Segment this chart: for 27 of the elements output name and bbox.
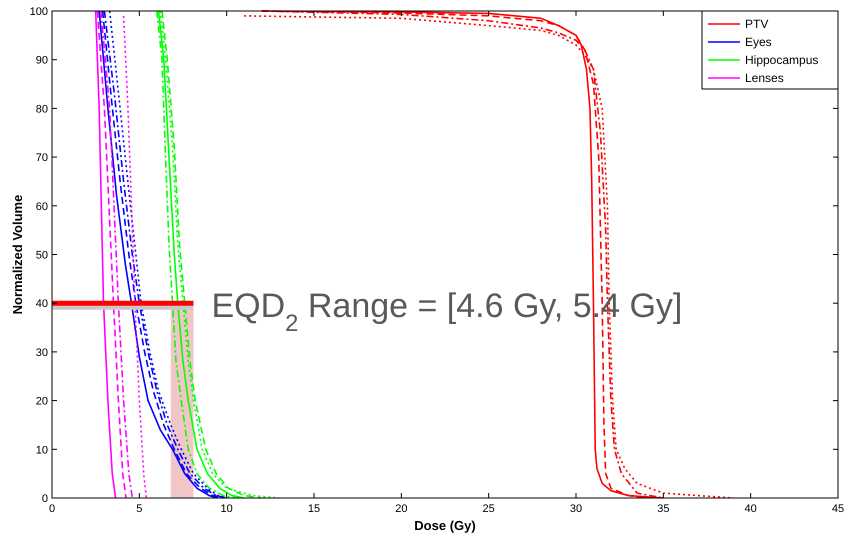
legend-label: PTV	[745, 17, 768, 31]
y-tick-label: 90	[36, 54, 48, 67]
x-tick-label: 25	[482, 503, 495, 515]
legend-label: Lenses	[745, 71, 784, 85]
y-tick-label: 0	[42, 493, 48, 505]
y-tick-label: 10	[36, 444, 48, 456]
x-tick-label: 15	[308, 503, 320, 515]
y-tick-label: 40	[36, 298, 48, 310]
y-tick-label: 60	[36, 200, 48, 213]
y-tick-label: 70	[36, 152, 48, 164]
y-axis-title: Normalized Volume	[10, 194, 25, 314]
x-axis-title: Dose (Gy)	[414, 518, 476, 533]
x-tick-label: 5	[136, 503, 142, 515]
y-tick-label: 20	[36, 396, 48, 408]
legend-label: Eyes	[745, 35, 772, 49]
x-tick-label: 30	[570, 503, 582, 515]
y-tick-label: 30	[36, 346, 48, 359]
x-tick-label: 35	[657, 503, 670, 515]
x-tick-label: 45	[832, 503, 844, 515]
x-tick-label: 20	[395, 503, 408, 515]
x-tick-label: 0	[48, 503, 56, 515]
x-tick-label: 10	[220, 503, 233, 515]
legend-label: Hippocampus	[745, 53, 818, 67]
x-tick-label: 40	[744, 503, 757, 515]
y-tick-label: 50	[36, 250, 48, 262]
y-tick-label: 80	[36, 103, 48, 116]
y-tick-label: 100	[30, 6, 48, 18]
